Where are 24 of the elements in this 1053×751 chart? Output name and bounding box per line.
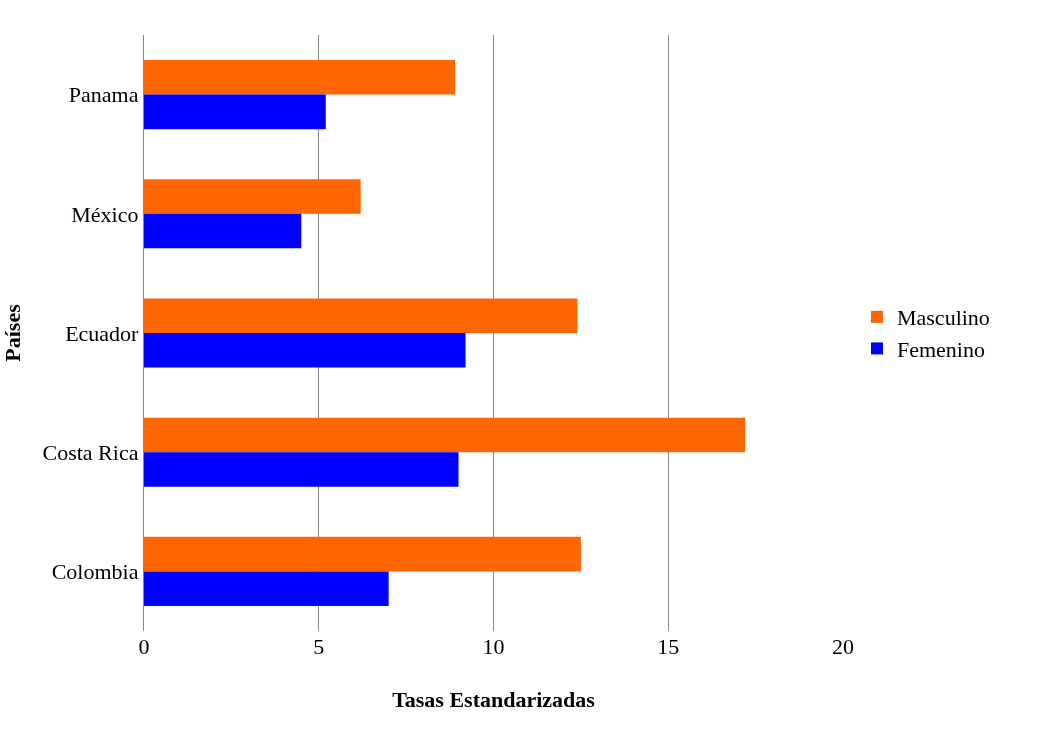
bar — [144, 179, 361, 214]
y-tick-label: Panama — [68, 82, 139, 108]
bar — [144, 298, 578, 333]
bar — [144, 333, 466, 368]
bar — [144, 571, 389, 606]
x-tick-label: 10 — [482, 634, 505, 659]
y-tick-label: Ecuador — [65, 320, 140, 346]
y-tick-label: México — [71, 201, 139, 227]
bar — [144, 536, 581, 572]
x-tick-label: 5 — [313, 634, 325, 659]
bar — [144, 213, 302, 249]
bar — [144, 452, 459, 487]
x-axis-title: Tasas Estandarizadas — [392, 687, 596, 712]
x-tick-label: 20 — [832, 634, 854, 659]
x-tick-label: 15 — [657, 634, 680, 659]
bar — [144, 94, 326, 130]
y-axis-title: Países — [0, 303, 26, 362]
legend-label: Masculino — [896, 305, 990, 331]
bar — [144, 60, 456, 95]
bar — [144, 417, 746, 453]
y-tick-label: Costa Rica — [42, 439, 139, 465]
x-tick-label: 0 — [138, 634, 150, 659]
legend-label: Femenino — [896, 336, 985, 362]
y-tick-label: Colombia — [51, 559, 139, 585]
